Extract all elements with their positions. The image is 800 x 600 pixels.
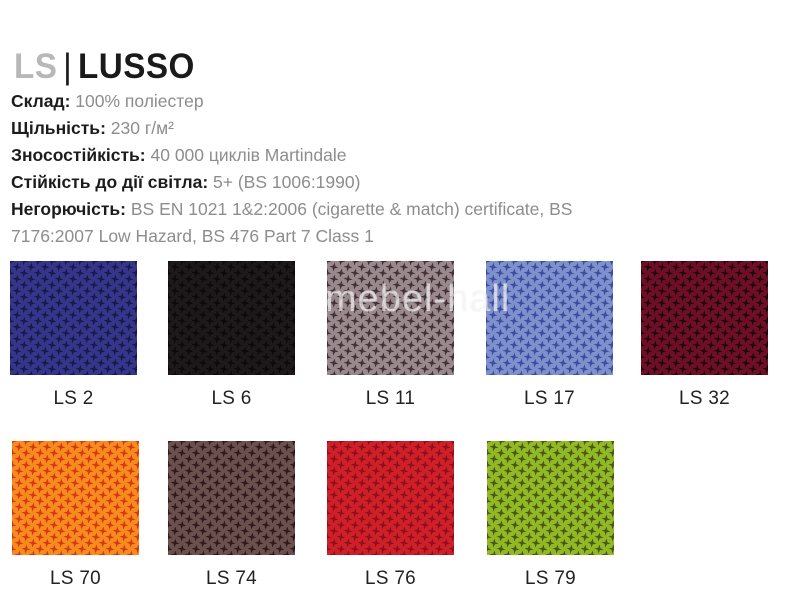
spec-value: 100% поліестер [70, 91, 204, 111]
spec-value: BS EN 1021 1&2:2006 (cigarette & match) … [11, 199, 573, 246]
fabric-name: LUSSO [77, 47, 195, 87]
spec-list: Склад: 100% поліестер Щільність: 230 г/м… [11, 88, 651, 250]
fabric-texture [12, 441, 139, 555]
spec-row-flammability: Негорючість: BS EN 1021 1&2:2006 (cigare… [11, 196, 651, 250]
swatch-label: LS 6 [211, 387, 252, 409]
swatch-label: LS 11 [365, 387, 416, 409]
swatch-ls-32: LS 32 [641, 261, 768, 410]
fabric-texture [168, 261, 295, 375]
swatch-ls-79: LS 79 [487, 441, 614, 590]
spec-label: Негорючість: [11, 199, 126, 219]
spec-value: 5+ (BS 1006:1990) [208, 172, 361, 192]
spec-label: Зносостійкість: [11, 145, 146, 165]
spec-label: Склад: [11, 91, 71, 111]
swatch-ls-74: LS 74 [168, 441, 295, 590]
spec-row-composition: Склад: 100% поліестер [11, 88, 651, 115]
swatch-ls-11: LS 11 [327, 261, 454, 410]
page-title: LS | LUSSO [14, 47, 195, 87]
fabric-texture [641, 261, 768, 375]
swatch-ls-17: LS 17 [486, 261, 613, 410]
spec-row-abrasion: Зносостійкість: 40 000 циклів Martindale [11, 142, 651, 169]
swatch-label: LS 74 [206, 567, 257, 589]
swatch-label: LS 79 [525, 567, 576, 589]
spec-row-density: Щільність: 230 г/м² [11, 115, 651, 142]
swatch-ls-70: LS 70 [12, 441, 139, 590]
fabric-texture [327, 261, 454, 375]
spec-row-lightfastness: Стійкість до дії світла: 5+ (BS 1006:199… [11, 169, 651, 196]
fabric-texture [486, 261, 613, 375]
spec-value: 230 г/м² [105, 118, 174, 138]
swatch-label: LS 17 [524, 387, 575, 409]
swatch-label: LS 70 [50, 567, 101, 589]
fabric-texture [487, 441, 614, 555]
fabric-texture [10, 261, 137, 375]
spec-label: Щільність: [11, 118, 106, 138]
spec-value: 40 000 циклів Martindale [145, 145, 347, 165]
spec-label: Стійкість до дії світла: [11, 172, 209, 192]
swatch-ls-6: LS 6 [168, 261, 295, 410]
swatch-ls-2: LS 2 [10, 261, 137, 410]
fabric-code: LS [14, 47, 58, 87]
swatch-label: LS 2 [53, 387, 94, 409]
swatch-ls-76: LS 76 [327, 441, 454, 590]
swatch-label: LS 32 [679, 387, 730, 409]
swatch-label: LS 76 [365, 567, 416, 589]
fabric-texture [327, 441, 454, 555]
fabric-texture [168, 441, 295, 555]
title-separator: | [63, 47, 73, 87]
